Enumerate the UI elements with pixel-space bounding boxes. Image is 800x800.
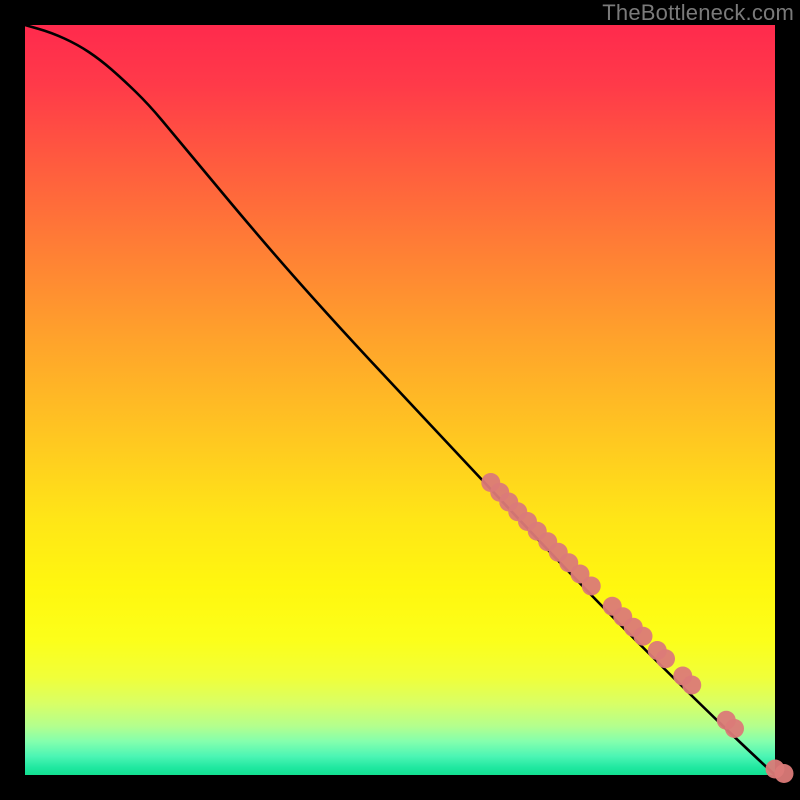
- data-marker: [775, 764, 794, 783]
- data-marker: [582, 577, 601, 596]
- data-marker: [634, 627, 653, 646]
- data-marker: [725, 719, 744, 738]
- data-marker: [682, 676, 701, 695]
- data-marker: [656, 649, 675, 668]
- bottleneck-chart: [0, 0, 800, 800]
- chart-stage: TheBottleneck.com: [0, 0, 800, 800]
